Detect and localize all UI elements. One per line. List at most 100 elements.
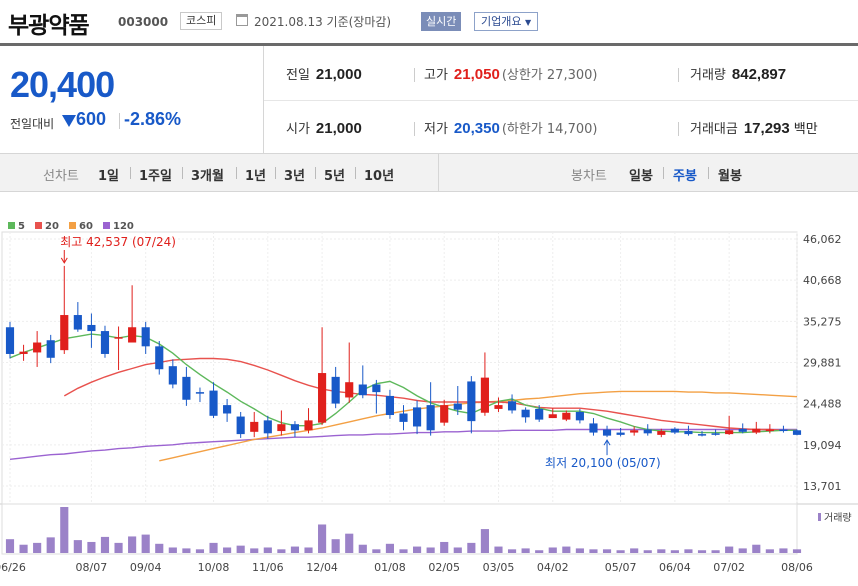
volume-bar (290, 546, 300, 553)
volume-bar (236, 545, 245, 553)
candle-body (168, 366, 177, 385)
price-summary: 20,400 전일대비 600 -2.86% 전일 21,000 고가 21,050… (0, 46, 858, 154)
tab-line-2[interactable]: 3개월 (191, 169, 224, 184)
volume-bar (507, 549, 517, 553)
tab-candle-1[interactable]: 주봉 (673, 169, 697, 184)
volume-bar (440, 541, 449, 553)
volume-bar (195, 549, 205, 553)
candle-body (589, 423, 598, 433)
volume-bar (155, 543, 164, 553)
tab-line-1[interactable]: 1주일 (139, 169, 172, 184)
date-suffix: 기준(장마감) (326, 15, 392, 29)
candle-body (725, 430, 734, 435)
volume-bar (521, 548, 530, 553)
low-value: 20,350 (453, 120, 500, 137)
volume-bar (385, 543, 395, 553)
volume-bar (535, 550, 544, 553)
candle-body (535, 408, 544, 420)
candle-body (670, 428, 679, 433)
x-tick-label: 11/06 (252, 561, 284, 574)
candle-body (657, 431, 666, 435)
header-divider (0, 43, 858, 46)
candle-body (372, 384, 381, 393)
candle-body (290, 424, 300, 431)
candle-body (385, 395, 395, 416)
candle-body (548, 414, 557, 419)
volume-bar (73, 540, 82, 553)
volume-bar (752, 544, 761, 553)
legend-swatch-5 (8, 222, 15, 229)
x-tick-label: 12/04 (306, 561, 338, 574)
tab-line-3[interactable]: 1년 (245, 169, 267, 184)
y-tick-label: 13,701 (803, 480, 842, 493)
stat-divider (414, 122, 415, 136)
high-arrow-icon (60, 257, 68, 264)
candle-body (480, 377, 489, 413)
y-tick-label: 19,094 (803, 439, 842, 452)
tab-divider (663, 167, 664, 179)
volume-bar (46, 537, 55, 553)
tab-line-4[interactable]: 3년 (284, 169, 306, 184)
company-overview-dropdown[interactable]: 기업개요 ▼ (474, 12, 539, 31)
candle-chart-label: 봉차트 (571, 169, 607, 184)
y-tick-label: 35,275 (803, 315, 842, 328)
x-tick-label: 05/07 (605, 561, 637, 574)
candle-body (128, 327, 137, 343)
candle-body (19, 351, 28, 354)
x-tick-label: 08/06 (781, 561, 813, 574)
tab-line-6[interactable]: 10년 (364, 169, 395, 184)
volume-bar (630, 548, 639, 553)
candle-body (792, 430, 802, 435)
open-value: 21,000 (315, 120, 362, 137)
legend-label-5: 5 (18, 221, 25, 232)
tab-divider (236, 167, 237, 179)
y-tick-label: 29,881 (803, 357, 842, 370)
tab-line-5[interactable]: 5년 (324, 169, 346, 184)
tab-candle-0[interactable]: 일봉 (629, 169, 653, 184)
volume-bar (60, 507, 69, 553)
volume-bar (318, 524, 327, 553)
candle-body (60, 315, 69, 351)
realtime-button[interactable]: 실시간 (421, 12, 462, 31)
candle-body (100, 331, 110, 354)
volume-bar (643, 550, 652, 553)
line-chart-label: 선차트 (43, 169, 79, 184)
candle-body (209, 390, 218, 416)
stat-divider (678, 122, 679, 136)
high-annotation: 최고 42,537 (07/24) (60, 235, 176, 249)
candle-body (575, 411, 584, 421)
candle-body (467, 381, 476, 422)
candle-body (304, 420, 313, 431)
volume-bar (263, 547, 272, 553)
candle-body (765, 429, 774, 432)
trade-value-value: 17,293 (743, 120, 790, 137)
stock-name: 부광약품 (8, 13, 90, 39)
current-price: 20,400 (10, 64, 115, 105)
trade-value-stat: 거래대금 17,293 백만 (690, 118, 818, 137)
volume-bar (494, 546, 503, 553)
candle-body (114, 337, 123, 339)
volume-bar (372, 549, 381, 553)
volume-bar (725, 546, 734, 553)
volume-bar (548, 547, 557, 553)
low-stat: 저가 20,350 (하한가 14,700) (424, 118, 597, 137)
company-overview-label: 기업개요 (481, 15, 522, 28)
volume-bar (657, 549, 666, 553)
date-value: 2021.08.13 (254, 15, 323, 29)
candle-body (779, 429, 788, 432)
volume-bar (100, 536, 110, 553)
tab-candle-2[interactable]: 월봉 (718, 169, 742, 184)
y-tick-label: 46,062 (803, 233, 842, 246)
candle-body (494, 405, 503, 409)
high-stat: 고가 21,050 (상한가 27,300) (424, 64, 597, 83)
volume-bar (426, 547, 435, 553)
volume-bar (128, 536, 137, 553)
tab-line-0[interactable]: 1일 (98, 169, 120, 184)
x-tick-label: 01/08 (374, 561, 406, 574)
candlestick-chart-svg[interactable]: 5 20 60 120 46,062 40,668 35,275 29,881 24,488 19… (0, 192, 858, 586)
high-value: 21,050 (453, 66, 500, 83)
volume-bar (33, 542, 42, 553)
upper-limit: (상한가 27,300) (501, 68, 598, 83)
stock-chart[interactable]: 5 20 60 120 46,062 40,668 35,275 29,881 24,488 19… (0, 192, 858, 586)
prev-close-value: 21,000 (315, 66, 362, 83)
